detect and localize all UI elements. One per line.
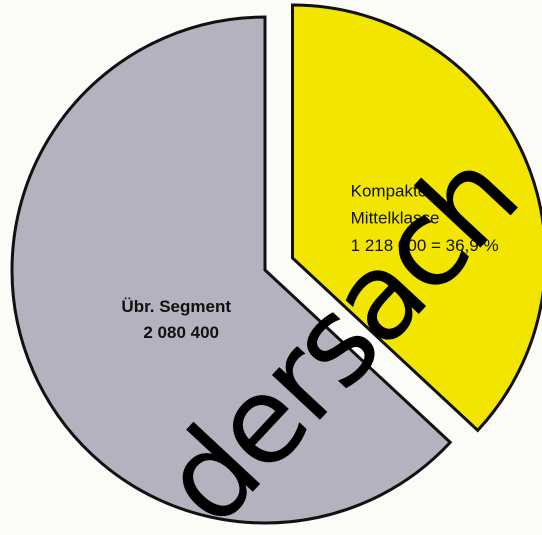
value-label: 1 218 000 = 36,9 % — [351, 236, 499, 255]
category-label: Übr. Segment — [121, 297, 231, 316]
value-label: 2 080 400 — [143, 323, 219, 342]
pie-slice — [10, 15, 453, 525]
pie-slice — [291, 3, 542, 433]
category-label: Kompakte Mittelklasse — [351, 182, 440, 228]
